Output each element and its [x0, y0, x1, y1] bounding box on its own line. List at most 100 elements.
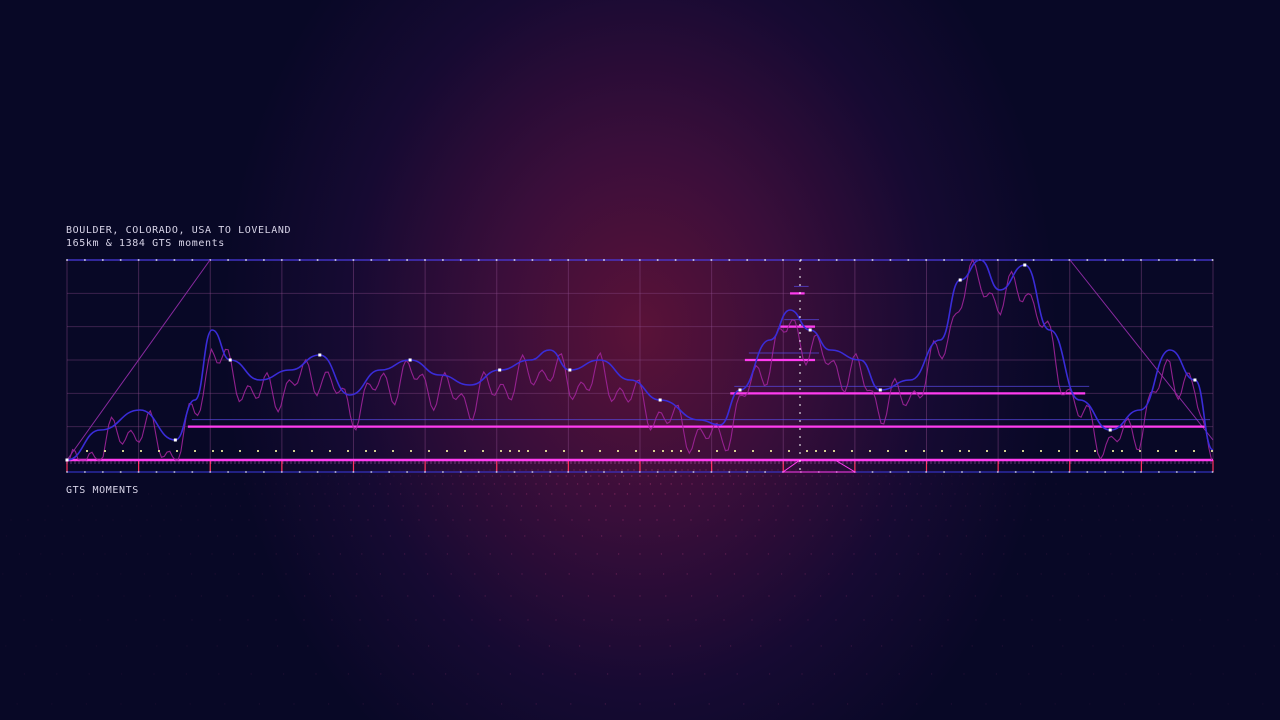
- top-dot: [298, 259, 301, 261]
- floor-dot: [299, 493, 301, 495]
- floor-dot: [248, 519, 250, 521]
- top-dot: [782, 259, 784, 261]
- floor-dot: [1129, 595, 1131, 597]
- floor-dot: [261, 493, 263, 495]
- top-dot: [424, 259, 426, 261]
- floor-dot: [1111, 573, 1113, 575]
- floor-dot: [926, 475, 928, 477]
- floor-dot: [853, 493, 855, 495]
- floor-dot: [622, 519, 624, 521]
- floor-dot: [816, 505, 819, 507]
- floor-dot: [374, 493, 377, 495]
- floor-dot: [1181, 595, 1183, 597]
- floor-dot: [753, 469, 755, 471]
- top-dot: [262, 259, 265, 261]
- floor-dot: [1273, 645, 1275, 647]
- floor-dot: [261, 573, 264, 575]
- moment-marker: [257, 450, 259, 452]
- floor-dot: [873, 469, 875, 471]
- floor-dot: [466, 703, 468, 705]
- bottom-dot: [66, 471, 68, 473]
- floor-dot: [1195, 553, 1198, 555]
- floor-dot: [820, 645, 822, 647]
- floor-dot: [807, 619, 809, 621]
- floor-dot: [576, 483, 579, 485]
- floor-dot: [1143, 619, 1145, 621]
- floor-dot: [1272, 535, 1275, 537]
- floor-dot: [45, 595, 48, 597]
- data-point: [1108, 428, 1112, 432]
- bottom-dot: [1211, 471, 1214, 473]
- floor-dot: [79, 619, 81, 621]
- floor-dot: [484, 595, 486, 597]
- floor-dot: [1067, 493, 1070, 495]
- floor-dot: [917, 553, 919, 555]
- floor-dot: [443, 619, 445, 621]
- floor-dot: [780, 573, 783, 575]
- floor-dot: [284, 505, 286, 507]
- floor-dot: [500, 703, 503, 705]
- floor-dot: [727, 493, 729, 495]
- floor-dot: [163, 619, 165, 621]
- floor-dot: [736, 673, 738, 675]
- floor-dot: [1206, 595, 1209, 597]
- floor-dot: [384, 519, 386, 521]
- floor-dot: [827, 475, 830, 477]
- moment-marker: [104, 450, 106, 452]
- floor-dot: [690, 519, 692, 521]
- top-dot: [513, 259, 516, 261]
- floor-dot: [606, 673, 609, 675]
- floor-dot: [483, 483, 485, 485]
- floor-dot: [412, 493, 414, 495]
- floor-dot: [376, 475, 379, 477]
- floor-dot: [1064, 519, 1066, 521]
- floor-dot: [667, 619, 669, 621]
- floor-dot: [765, 493, 767, 495]
- floor-dot: [627, 469, 629, 471]
- floor-dot: [617, 553, 620, 555]
- floor-dot: [1003, 619, 1005, 621]
- floor-dot: [1067, 553, 1069, 555]
- floor-dot: [812, 703, 814, 705]
- floor-dot: [195, 505, 197, 507]
- floor-dot: [899, 483, 901, 485]
- floor-dot: [740, 493, 742, 495]
- floor-dot: [1001, 645, 1004, 647]
- chart-title: BOULDER, COLORADO, USA TO LOVELAND: [66, 225, 292, 236]
- floor-dot: [461, 505, 464, 507]
- floor-dot: [1186, 505, 1189, 507]
- floor-dot: [576, 493, 578, 495]
- floor-dot: [580, 505, 582, 507]
- floor-dot: [658, 535, 660, 537]
- moment-marker: [428, 450, 430, 452]
- floor-dot: [1138, 535, 1140, 537]
- floor-dot: [1100, 535, 1102, 537]
- floor-dot: [853, 553, 855, 555]
- bottom-dot: [173, 471, 176, 473]
- moment-marker: [1157, 450, 1159, 452]
- floor-dot: [673, 703, 676, 705]
- data-point: [738, 388, 742, 392]
- moment-marker: [752, 450, 754, 452]
- moment-marker: [653, 450, 655, 452]
- floor-dot: [757, 573, 759, 575]
- floor-dot: [777, 493, 780, 495]
- floor-dot: [444, 673, 447, 675]
- floor-dot: [385, 475, 387, 477]
- floor-dot: [573, 475, 576, 477]
- floor-dot: [850, 535, 852, 537]
- moment-marker: [140, 450, 142, 452]
- floor-dot: [911, 645, 913, 647]
- floor-dot: [1142, 505, 1144, 507]
- floor-dot: [1222, 673, 1224, 675]
- floor-dot: [427, 645, 430, 647]
- floor-dot: [837, 469, 839, 471]
- floor-dot: [639, 493, 641, 495]
- top-dot: [191, 259, 194, 261]
- floor-dot: [969, 573, 972, 575]
- top-dot: [101, 259, 104, 261]
- floor-dot: [609, 645, 611, 647]
- floor-dot: [441, 469, 443, 471]
- floor-dot: [860, 475, 863, 477]
- floor-dot: [1016, 573, 1019, 575]
